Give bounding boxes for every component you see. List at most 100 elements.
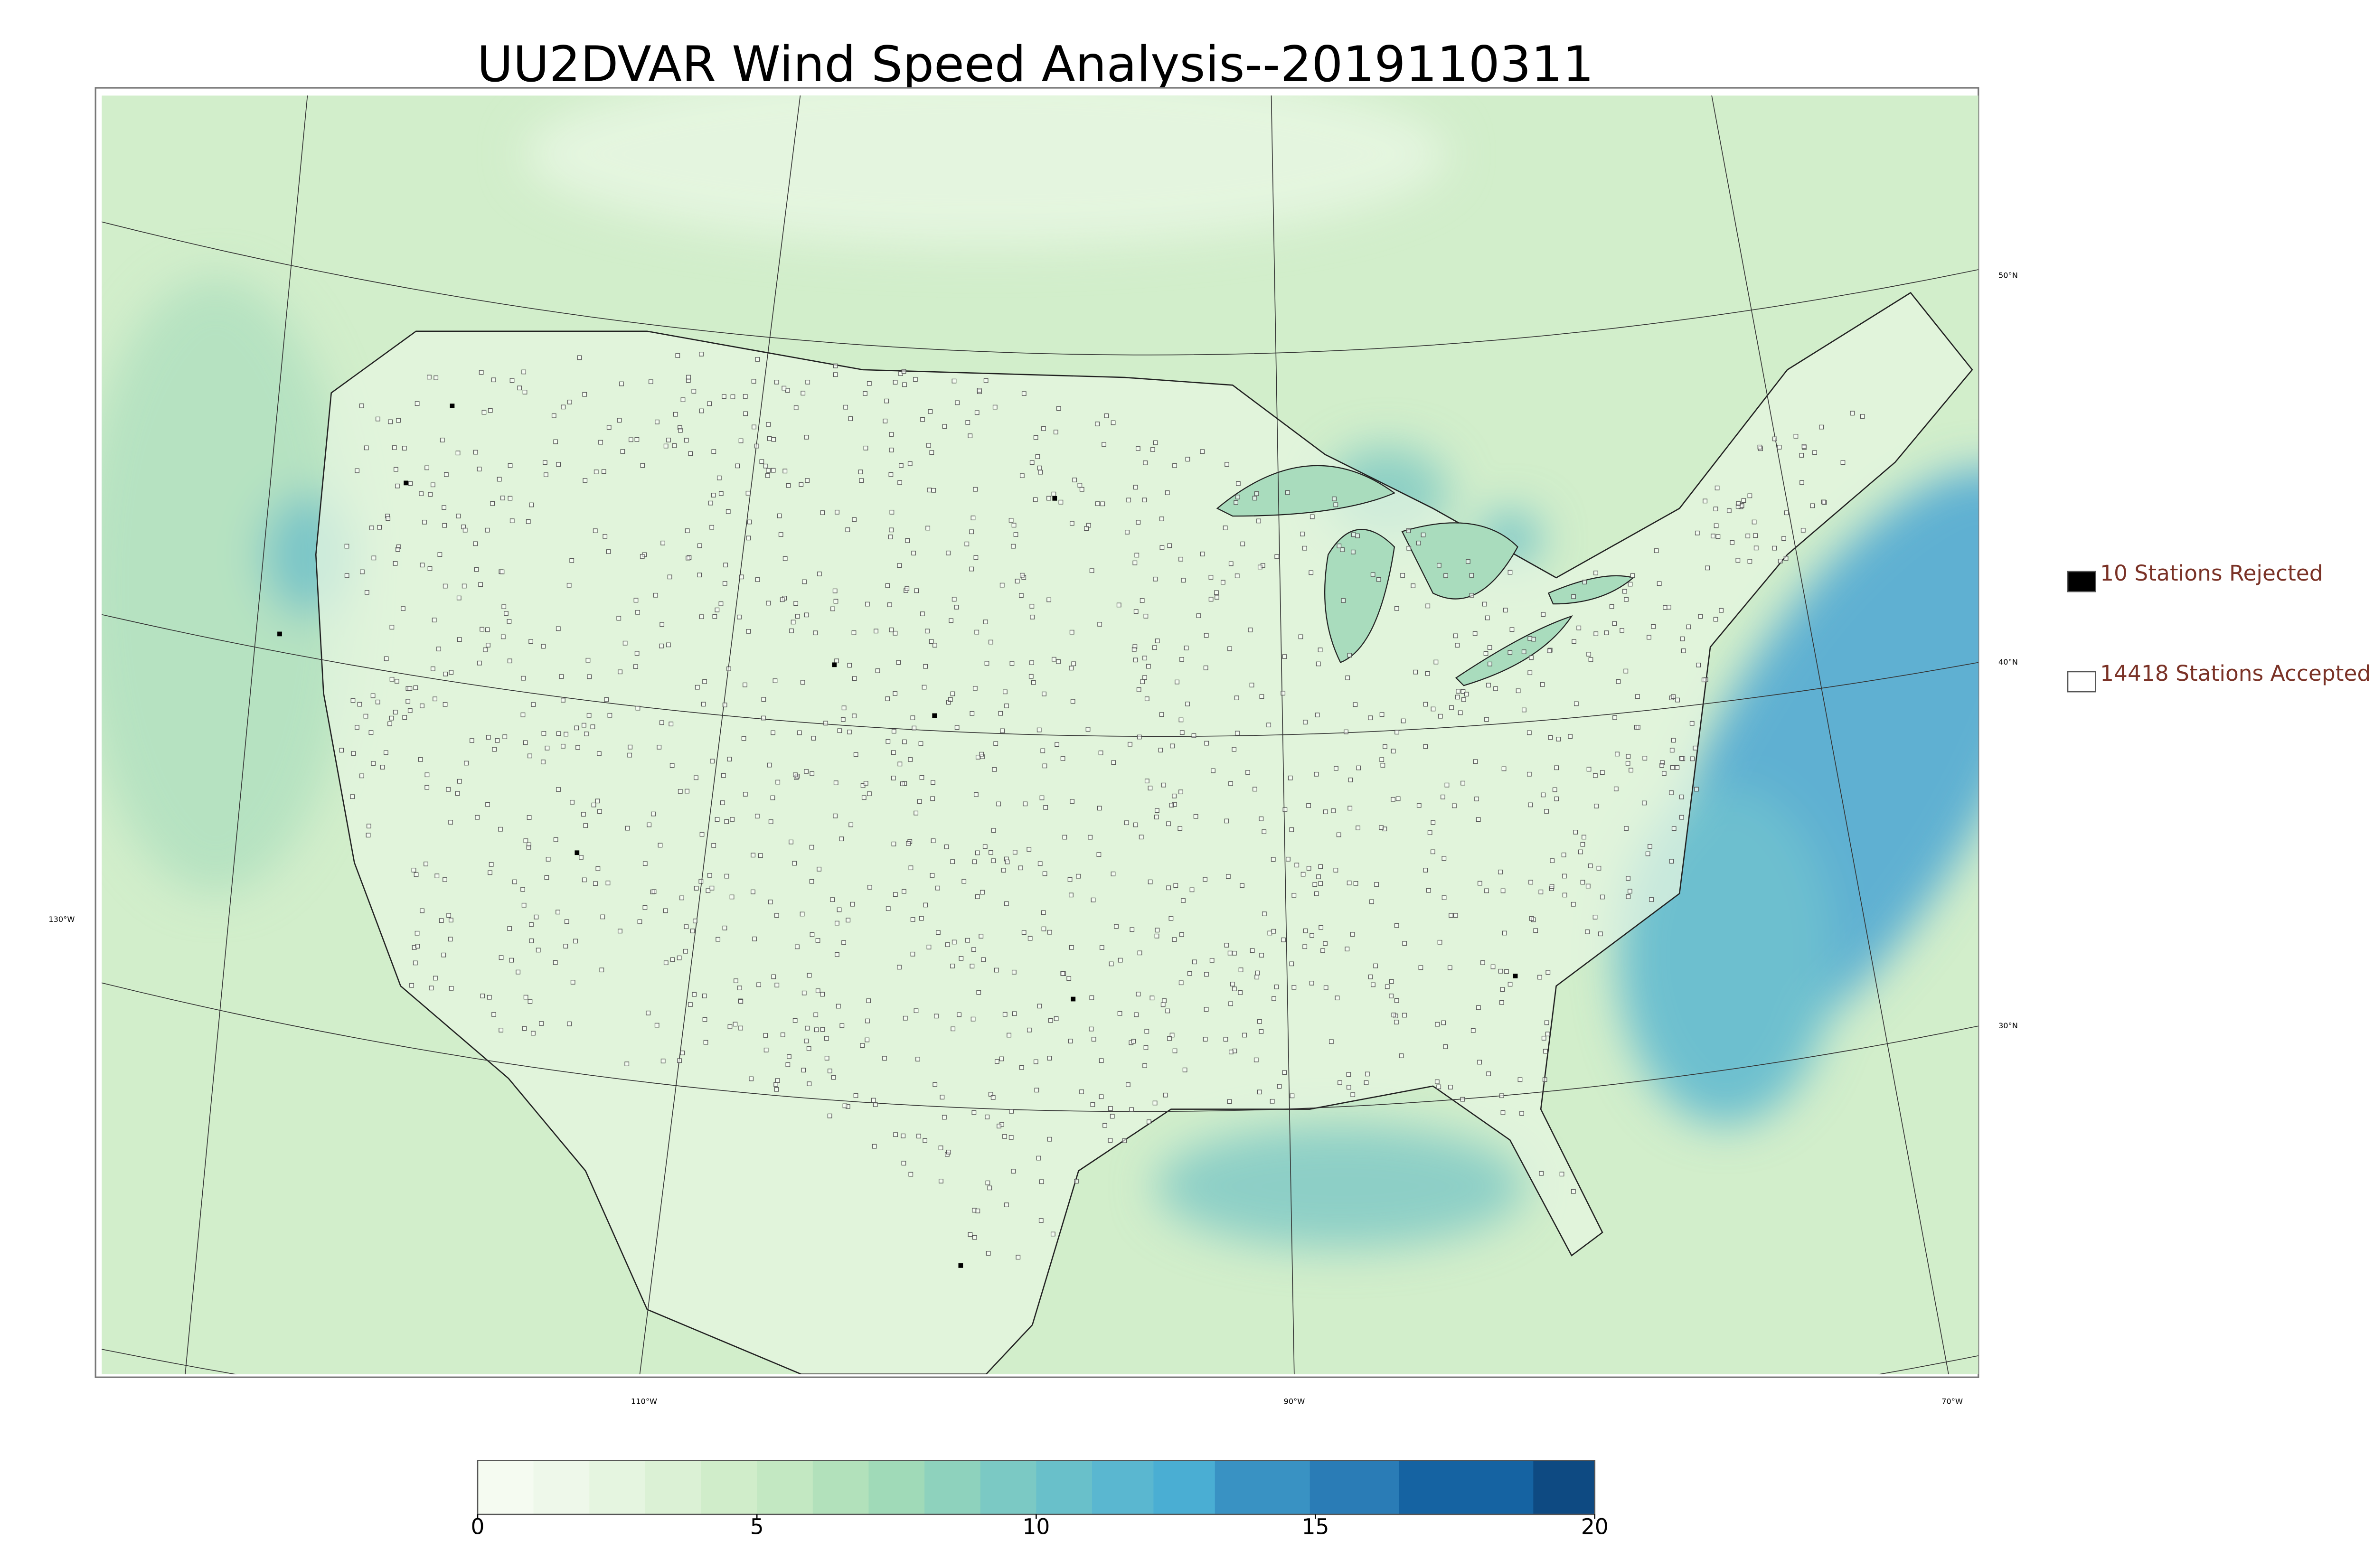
- colorbar-tick-label: 15: [1302, 1514, 1329, 1540]
- station: [835, 920, 839, 926]
- station: [725, 509, 731, 514]
- station: [954, 725, 960, 730]
- station: [1167, 1036, 1172, 1041]
- station: [839, 1023, 845, 1028]
- station: [1043, 805, 1048, 810]
- station: [1143, 1045, 1149, 1050]
- colorbar-segment: [645, 1460, 702, 1515]
- colorbar-tick-label: 20: [1581, 1514, 1609, 1540]
- station: [972, 1235, 977, 1240]
- station: [444, 472, 449, 477]
- station: [1168, 916, 1174, 921]
- station: [805, 478, 810, 483]
- station: [1860, 414, 1865, 419]
- station: [1008, 1135, 1014, 1140]
- station: [1715, 485, 1720, 490]
- station: [1223, 1037, 1228, 1042]
- station: [1449, 705, 1454, 710]
- station: [522, 390, 528, 394]
- station: [1350, 932, 1355, 937]
- station: [942, 424, 947, 429]
- station: [1245, 770, 1250, 775]
- station: [1316, 874, 1321, 879]
- station: [680, 1051, 685, 1055]
- station: [1586, 767, 1592, 772]
- station: [1027, 1027, 1032, 1033]
- station: [1254, 975, 1260, 980]
- station: [443, 702, 448, 707]
- station: [1540, 682, 1545, 687]
- station: [634, 437, 640, 442]
- station: [697, 573, 702, 578]
- station: [847, 663, 852, 668]
- station: [553, 837, 558, 842]
- station: [1021, 930, 1027, 935]
- station: [722, 394, 726, 399]
- station: [1038, 1218, 1044, 1223]
- station: [396, 418, 401, 423]
- colorbar-segment: [1036, 1460, 1093, 1515]
- station: [915, 1057, 920, 1061]
- station: [517, 385, 522, 391]
- station: [659, 720, 664, 725]
- station: [1502, 930, 1507, 936]
- station: [763, 463, 768, 469]
- station: [1411, 583, 1416, 588]
- station: [824, 1056, 829, 1061]
- station: [427, 375, 432, 380]
- station: [1576, 625, 1582, 630]
- station: [843, 404, 848, 410]
- station: [897, 965, 902, 970]
- station: [436, 647, 441, 651]
- station: [545, 745, 550, 751]
- station: [754, 814, 760, 818]
- station: [1225, 462, 1229, 467]
- station: [887, 602, 892, 607]
- station: [1000, 728, 1005, 733]
- station: [393, 561, 398, 566]
- station: [723, 563, 728, 568]
- station: [1038, 469, 1043, 475]
- station: [1142, 656, 1147, 661]
- station: [1370, 572, 1375, 577]
- station: [448, 820, 453, 825]
- station: [648, 379, 653, 385]
- station: [1005, 859, 1010, 864]
- colorbar-segment: [868, 1460, 925, 1515]
- station-rejected: [832, 662, 837, 667]
- station: [763, 1047, 769, 1052]
- station: [487, 995, 492, 1000]
- station: [752, 424, 756, 430]
- station: [738, 999, 744, 1004]
- station: [1146, 664, 1151, 669]
- station: [716, 475, 722, 480]
- great-lakes: [1216, 465, 1635, 686]
- station: [1089, 1026, 1094, 1032]
- land-outline: [315, 291, 1973, 1374]
- station: [659, 622, 665, 627]
- station: [685, 789, 689, 794]
- station: [1203, 877, 1208, 882]
- station: [996, 801, 1001, 807]
- station: [1427, 830, 1432, 835]
- station: [1675, 697, 1680, 703]
- station: [1395, 796, 1401, 801]
- station: [595, 798, 600, 804]
- station: [754, 443, 759, 449]
- station: [975, 754, 980, 760]
- station: [1069, 629, 1074, 635]
- station: [1320, 948, 1325, 953]
- station: [556, 462, 561, 467]
- station: [1549, 884, 1554, 889]
- station: [1215, 595, 1219, 600]
- station: [495, 738, 500, 743]
- station: [749, 1076, 754, 1081]
- station: [1047, 1056, 1052, 1061]
- station: [1435, 1022, 1440, 1027]
- station: [1335, 995, 1340, 1001]
- station: [1144, 696, 1149, 701]
- station-rejected: [958, 1263, 963, 1268]
- station: [1356, 765, 1361, 770]
- station: [1162, 998, 1167, 1003]
- station: [1554, 796, 1559, 801]
